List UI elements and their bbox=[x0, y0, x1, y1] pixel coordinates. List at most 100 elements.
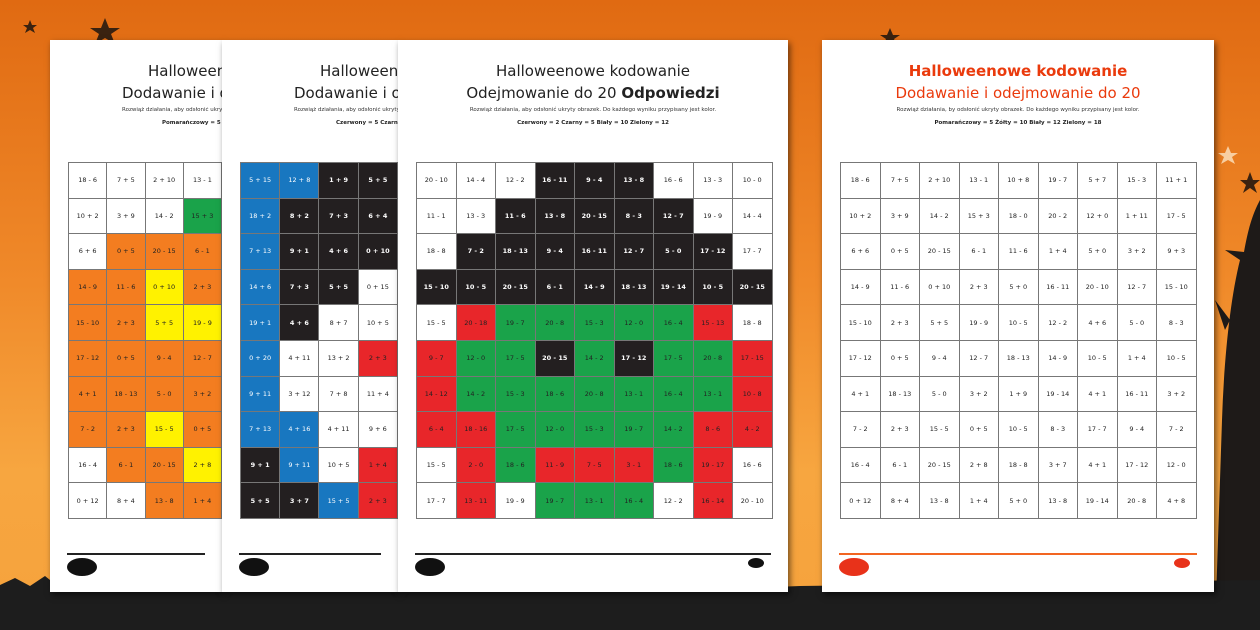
grid-cell: 10 - 5 bbox=[1077, 339, 1118, 377]
grid-cell: 4 + 1 bbox=[67, 375, 108, 413]
grid-cell: 11 - 1 bbox=[416, 197, 457, 235]
star-icon bbox=[1240, 172, 1260, 193]
footer-divider bbox=[67, 553, 205, 555]
grid-cell: 7 - 2 bbox=[455, 233, 496, 270]
grid-cell: 20 - 10 bbox=[1077, 268, 1118, 306]
grid-cell: 18 - 13 bbox=[495, 233, 536, 270]
grid-cell: 13 - 1 bbox=[958, 162, 999, 199]
worksheet-subtitle: Dodawanie i odejmowanie do 20 bbox=[294, 82, 398, 104]
grid-cell: 20 - 15 bbox=[574, 197, 615, 235]
grid-cell: 1 + 9 bbox=[318, 162, 359, 199]
instructions-text: Rozwiąż działania, by odsłonić ukryty ob… bbox=[896, 107, 1140, 113]
grid-cell: 17 - 12 bbox=[613, 339, 654, 377]
worksheet-coloured-blue: Halloweenowe kodowanie Dodawanie i odejm… bbox=[222, 40, 398, 592]
grid-cell: 2 + 3 bbox=[106, 411, 146, 448]
grid-cell: 5 + 5 bbox=[239, 482, 281, 519]
instructions: Rozwiąż działania, aby odsłonić ukryty o… bbox=[398, 107, 788, 113]
grid-cell: 4 + 11 bbox=[279, 339, 320, 377]
grid-cell: 19 - 14 bbox=[653, 268, 694, 306]
grid-cell: 17 - 12 bbox=[692, 233, 733, 270]
grid-cell: 13 - 1 bbox=[613, 375, 654, 413]
grid-cell: 14 - 2 bbox=[144, 197, 184, 235]
grid-cell: 6 - 4 bbox=[416, 411, 457, 448]
grid-cell: 14 - 4 bbox=[732, 197, 773, 235]
grid-cell: 12 - 2 bbox=[653, 482, 694, 519]
grid-cell: 19 - 14 bbox=[1037, 375, 1078, 413]
grid-cell: 3 + 9 bbox=[106, 197, 146, 235]
grid-cell: 19 - 7 bbox=[534, 482, 575, 519]
grid-cell: 0 + 12 bbox=[67, 482, 108, 519]
grid-cell: 17 - 5 bbox=[1156, 197, 1197, 235]
grid-cell: 4 + 16 bbox=[279, 411, 320, 448]
grid-cell: 14 - 9 bbox=[67, 268, 108, 306]
grid-cell: 20 - 15 bbox=[732, 268, 773, 306]
title-text: Halloweenowe kodowanie bbox=[320, 62, 398, 80]
grid-cell: 5 + 5 bbox=[919, 304, 960, 341]
grid-cell: 5 + 15 bbox=[239, 162, 281, 199]
grid-cell: 0 + 12 bbox=[840, 482, 881, 519]
grid-cell: 8 + 7 bbox=[318, 304, 359, 341]
grid-cell: 9 + 1 bbox=[279, 233, 320, 270]
grid-cell: 18 - 8 bbox=[732, 304, 773, 341]
grid-cell: 1 + 4 bbox=[1116, 339, 1157, 377]
grid-cell: 12 - 0 bbox=[1156, 446, 1197, 484]
grid-cell: 12 - 7 bbox=[182, 339, 222, 377]
star-icon bbox=[90, 18, 120, 44]
grid-cell: 12 + 0 bbox=[1077, 197, 1118, 235]
grid-cell: 17 - 7 bbox=[416, 482, 457, 519]
grid-cell: 1 + 11 bbox=[1116, 197, 1157, 235]
grid-cell: 3 + 12 bbox=[279, 375, 320, 413]
grid-cell: 5 + 7 bbox=[1077, 162, 1118, 199]
grid-cell: 6 + 4 bbox=[357, 197, 398, 235]
grid-row: 14 - 12 14 - 2 15 - 3 18 - 6 20 - 8 13 - 1 16 … bbox=[416, 375, 773, 413]
grid-cell: 2 + 10 bbox=[144, 162, 184, 199]
grid-cell: 9 + 11 bbox=[239, 375, 281, 413]
grid-cell: 12 - 2 bbox=[495, 162, 536, 199]
grid-cell: 11 - 6 bbox=[495, 197, 536, 235]
instructions-text: Rozwiąż działania, aby odsłonić ukryty o… bbox=[122, 107, 222, 113]
grid-cell: 7 - 2 bbox=[1156, 411, 1197, 448]
worksheet-title: Halloweenowe kodowanie bbox=[822, 60, 1214, 82]
grid-cell: 4 - 2 bbox=[732, 411, 773, 448]
grid-row: 15 - 10 10 - 5 20 - 15 6 - 1 14 - 9 18 - 13 19… bbox=[416, 268, 773, 306]
grid-cell: 14 - 9 bbox=[574, 268, 615, 306]
grid-cell: 7 + 5 bbox=[106, 162, 146, 199]
grid-cell: 14 - 2 bbox=[574, 339, 615, 377]
grid-cell: 1 + 4 bbox=[958, 482, 999, 519]
grid-cell: 9 + 1 bbox=[239, 446, 281, 484]
grid-cell: 11 - 6 bbox=[879, 268, 920, 306]
grid-cell: 13 - 1 bbox=[692, 375, 733, 413]
grid-cell: 12 - 7 bbox=[1116, 268, 1157, 306]
grid-cell: 10 - 5 bbox=[1156, 339, 1197, 377]
grid-cell: 0 + 10 bbox=[357, 233, 398, 270]
grid-cell: 14 - 9 bbox=[840, 268, 881, 306]
grid-cell: 17 - 5 bbox=[653, 339, 694, 377]
grid-cell: 15 - 5 bbox=[416, 304, 457, 341]
grid-cell: 9 + 3 bbox=[1156, 233, 1197, 270]
grid-cell: 9 - 4 bbox=[534, 233, 575, 270]
grid-cell: 10 - 5 bbox=[455, 268, 496, 306]
grid-cell: 10 - 5 bbox=[998, 304, 1039, 341]
grid-cell: 14 - 4 bbox=[455, 162, 496, 199]
colour-key-text: Czerwony = 2 Czarny = 5 Biały = 10 Zielo… bbox=[517, 120, 669, 126]
grid-cell: 20 - 18 bbox=[455, 304, 496, 341]
grid-cell: 9 - 4 bbox=[1116, 411, 1157, 448]
grid-cell: 13 - 3 bbox=[455, 197, 496, 235]
grid-cell: 19 - 9 bbox=[692, 197, 733, 235]
grid-cell: 12 - 2 bbox=[1037, 304, 1078, 341]
grid-cell: 15 - 3 bbox=[574, 304, 615, 341]
grid-cell: 2 + 3 bbox=[958, 268, 999, 306]
worksheet-answers: Halloweenowe kodowanie Odejmowanie do 20… bbox=[398, 40, 788, 592]
